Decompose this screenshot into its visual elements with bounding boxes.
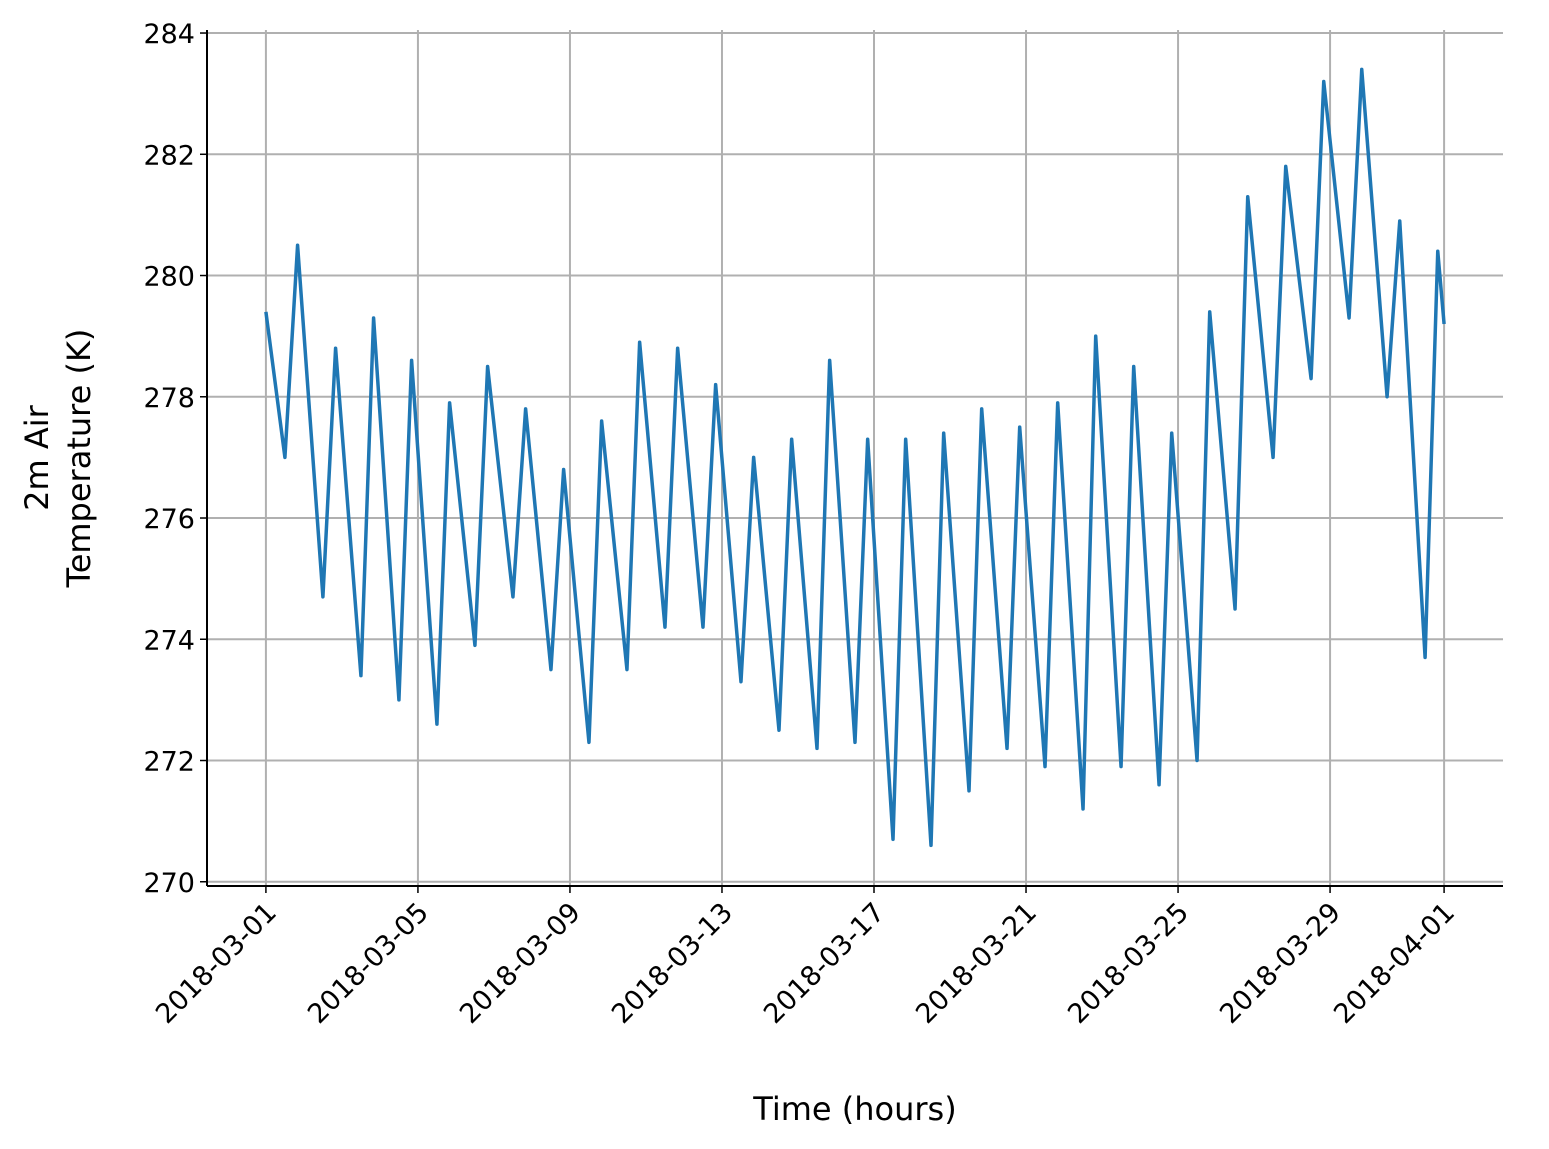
x-tick-label: 2018-03-17 — [758, 897, 891, 1030]
y-tick-label: 276 — [143, 504, 195, 535]
y-axis-label: Temperature (K) — [60, 329, 98, 589]
x-tick-label: 2018-03-21 — [910, 897, 1043, 1030]
x-tick-label: 2018-03-01 — [150, 897, 283, 1030]
y-tick-label: 280 — [143, 262, 195, 293]
x-tick-label: 2018-03-29 — [1214, 897, 1347, 1030]
y-tick-label: 274 — [143, 625, 195, 656]
x-axis-label: Time (hours) — [752, 1090, 956, 1128]
x-tick-label: 2018-03-05 — [302, 897, 435, 1030]
y-tick-label: 282 — [143, 140, 195, 171]
data-line — [264, 67, 1446, 848]
x-tick-label: 2018-03-25 — [1062, 897, 1195, 1030]
y-tick-label: 272 — [143, 747, 195, 778]
y-tick-label: 278 — [143, 383, 195, 414]
y-tick-label: 284 — [143, 19, 195, 50]
x-tick-label: 2018-03-09 — [454, 897, 587, 1030]
y-tick-label: 270 — [143, 868, 195, 899]
x-tick-label: 2018-04-01 — [1328, 897, 1461, 1030]
y-axis-label: 2m Air — [18, 404, 56, 510]
x-tick-label: 2018-03-13 — [606, 897, 739, 1030]
